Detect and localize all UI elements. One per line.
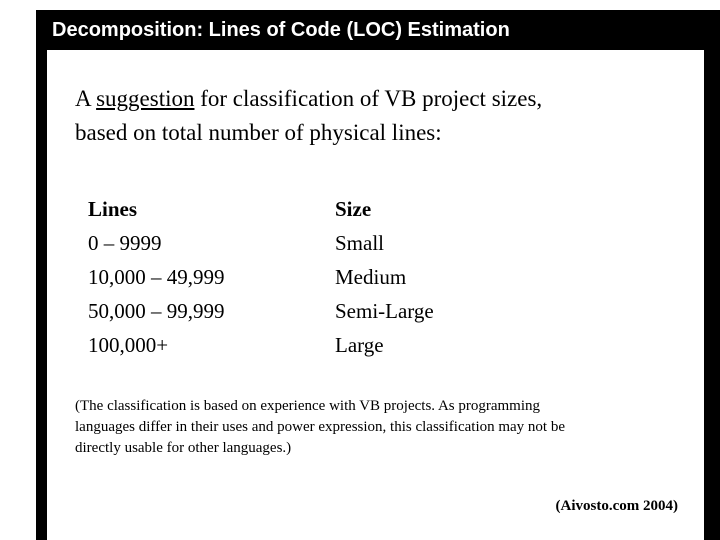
- table-cell-size-0: Small: [335, 231, 385, 255]
- intro-text: A suggestion for classification of VB pr…: [75, 82, 675, 150]
- left-border-bar: [36, 10, 47, 540]
- note-line-3: directly usable for other languages.): [75, 440, 292, 456]
- intro-pre: A: [75, 86, 97, 111]
- table-cell-lines-2: 50,000 – 99,999: [88, 299, 225, 323]
- table-header-lines: Lines: [88, 197, 138, 221]
- table-cell-size-1: Medium: [335, 265, 407, 289]
- table-cell-lines-3: 100,000+: [88, 333, 169, 357]
- table-cell-size-2: Semi-Large: [335, 299, 434, 323]
- note-line-1: (The classification is based on experien…: [75, 398, 541, 414]
- table-cell-size-3: Large: [335, 333, 384, 357]
- underlined-word: suggestion: [96, 86, 195, 111]
- note-line-2: languages differ in their uses and power…: [75, 419, 566, 435]
- loc-table: Lines Size 0 – 9999 Small 10,000 – 49,99…: [88, 192, 434, 362]
- slide-title-bar: Decomposition: Lines of Code (LOC) Estim…: [40, 10, 704, 50]
- right-border-bar: [704, 10, 720, 540]
- page-title: Decomposition: Lines of Code (LOC) Estim…: [52, 18, 510, 41]
- table-cell-lines-1: 10,000 – 49,999: [88, 265, 225, 289]
- intro-line2: based on total number of physical lines:: [75, 120, 442, 145]
- note-text: (The classification is based on experien…: [75, 396, 685, 459]
- intro-post: for classification of VB project sizes,: [194, 86, 543, 111]
- table-cell-lines-0: 0 – 9999: [88, 231, 162, 255]
- credit-text: (Aivosto.com 2004): [555, 498, 678, 514]
- table-header-size: Size: [335, 197, 372, 221]
